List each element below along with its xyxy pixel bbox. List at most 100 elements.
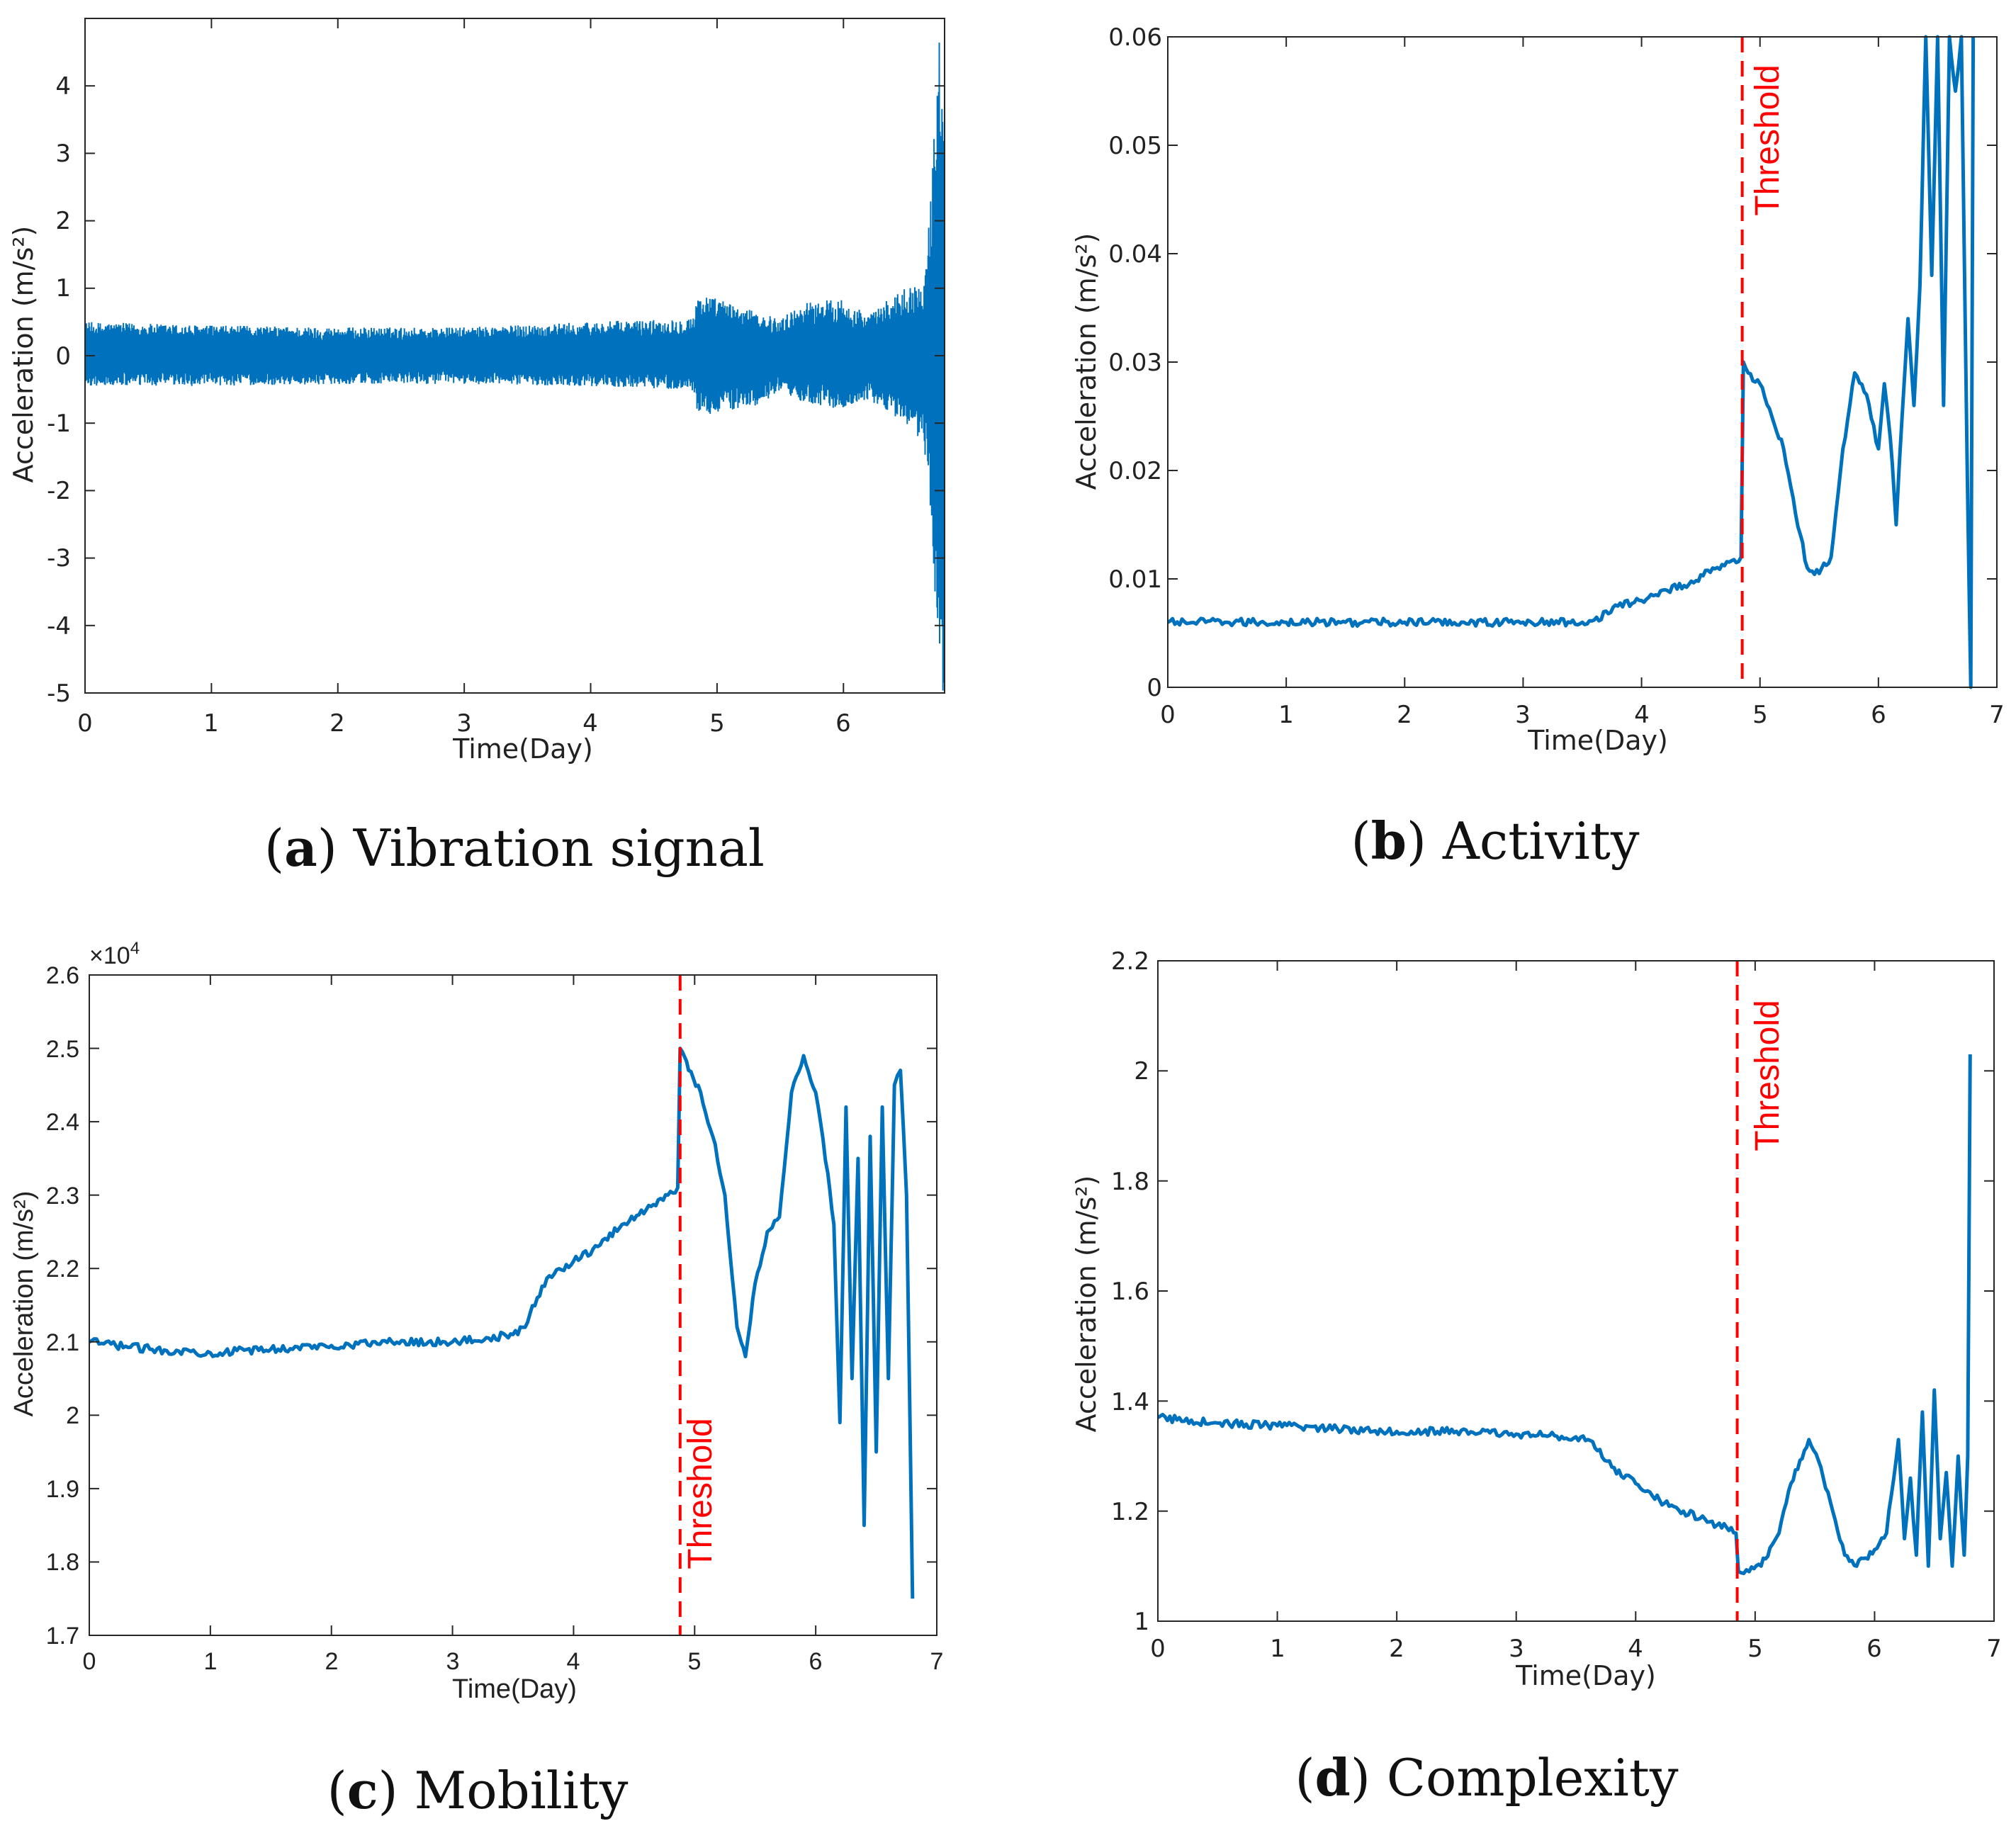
y-tick-label: 1.8 <box>46 1549 79 1576</box>
panel-complexity: Threshold 0 1 2 3 4 5 6 7 1 1.2 1.4 1.6 … <box>1071 947 2002 1808</box>
x-tick-label: 2 <box>330 709 345 738</box>
x-axis-label: Time(Day) <box>1527 725 1668 756</box>
x-tick-label: 6 <box>1866 1635 1882 1663</box>
y-tick-label: 1.9 <box>46 1476 79 1503</box>
plot-frame <box>89 974 937 1636</box>
y-axis-label: Acceleration (m/s²) <box>1071 233 1102 490</box>
panel-caption: (d) Complexity <box>1295 1747 1678 1808</box>
y-tick-label: 1.8 <box>1111 1168 1149 1196</box>
x-tick-labels: 0 1 2 3 4 5 6 7 <box>1150 1635 2002 1663</box>
x-tick-label: 6 <box>1871 701 1886 729</box>
x-tick-label: 1 <box>1278 701 1294 729</box>
mobility-line <box>88 1047 915 1599</box>
x-tick-label: 6 <box>835 709 851 738</box>
x-tick-label: 0 <box>83 1648 96 1675</box>
x-tick-label: 1 <box>203 709 219 738</box>
y-tick-label: 0.06 <box>1108 23 1162 52</box>
y-tick-label: 2 <box>55 207 71 235</box>
x-tick-label: 7 <box>1989 701 2005 729</box>
y-tick-labels: 0 0.01 0.02 0.03 0.04 0.05 0.06 <box>1108 23 1162 702</box>
x-tick-label: 0 <box>1160 701 1176 729</box>
y-axis-label: Acceleration (m/s²) <box>8 226 39 483</box>
plot-frame <box>1167 36 1998 688</box>
y-tick-label: -3 <box>47 544 71 573</box>
y-axis-label: Acceleration (m/s²) <box>1071 1175 1102 1433</box>
complexity-line <box>1156 1054 1972 1576</box>
x-tick-label: 1 <box>1270 1635 1285 1663</box>
y-tick-label: 1.2 <box>1111 1498 1149 1526</box>
y-tick-labels: 1.7 1.8 1.9 2 2.1 2.2 2.3 2.4 2.5 2.6 <box>46 962 79 1650</box>
y-tick-label: 0 <box>55 342 71 371</box>
mobility-series <box>88 1047 915 1599</box>
x-tick-label: 7 <box>930 1648 944 1675</box>
y-tick-label: -2 <box>47 477 71 505</box>
activity-series <box>1166 35 1976 689</box>
y-tick-label: 2.6 <box>46 962 79 989</box>
panel-activity: Threshold 0 1 2 3 4 5 6 7 0 0.01 0.02 0.… <box>1071 23 2005 871</box>
y-tick-label: 0.04 <box>1108 240 1162 269</box>
y-tick-label: 4 <box>55 72 71 101</box>
y-tick-labels: 1 1.2 1.4 1.6 1.8 2 2.2 <box>1111 947 1149 1636</box>
x-tick-label: 7 <box>1986 1635 2002 1663</box>
x-tick-label: 3 <box>1509 1635 1524 1663</box>
y-tick-label: 2.5 <box>46 1036 79 1063</box>
panel-vibration-signal: 0 1 2 3 4 5 6 -5 -4 -3 -2 -1 0 1 2 3 4 T… <box>8 18 945 878</box>
vibration-signal-line <box>84 43 945 691</box>
x-tick-label: 0 <box>1150 1635 1166 1663</box>
x-axis-label: Time(Day) <box>1515 1660 1656 1691</box>
tick-marks <box>1157 960 1995 1622</box>
threshold-label: Threshold <box>1749 1000 1786 1151</box>
y-tick-label: 2 <box>1134 1057 1149 1086</box>
y-tick-label: 2.1 <box>46 1329 79 1356</box>
x-tick-label: 5 <box>1747 1635 1763 1663</box>
activity-line <box>1166 35 1976 689</box>
y-tick-labels: -5 -4 -3 -2 -1 0 1 2 3 4 <box>47 72 71 708</box>
panel-caption: (a) Vibration signal <box>264 818 765 878</box>
plot-frame <box>1157 960 1995 1622</box>
y-tick-label: 2.3 <box>46 1183 79 1210</box>
tick-marks <box>1167 36 1998 688</box>
x-tick-label: 2 <box>325 1648 339 1675</box>
x-tick-label: 4 <box>1634 701 1650 729</box>
threshold-label: Threshold <box>682 1418 719 1569</box>
x-tick-label: 3 <box>446 1648 460 1675</box>
y-tick-label: 1.6 <box>1111 1278 1149 1306</box>
complexity-series <box>1156 1054 1972 1576</box>
x-tick-label: 2 <box>1389 1635 1404 1663</box>
y-tick-label: 2.4 <box>46 1109 79 1136</box>
y-axis-label: Acceleration (m/s²) <box>9 1191 39 1417</box>
y-tick-label: 1.4 <box>1111 1388 1149 1416</box>
y-tick-label: 1 <box>1134 1608 1149 1636</box>
x-tick-label: 4 <box>567 1648 580 1675</box>
tick-marks <box>89 974 937 1636</box>
x-tick-label: 0 <box>77 709 93 738</box>
x-tick-label: 3 <box>1515 701 1531 729</box>
panel-mobility: Threshold ×104 0 1 2 3 4 5 6 7 1.7 1.8 1… <box>9 939 943 1820</box>
y-tick-label: -1 <box>47 410 71 438</box>
x-tick-label: 5 <box>709 709 725 738</box>
panel-caption: (c) Mobility <box>327 1760 629 1820</box>
y-tick-label: 0.03 <box>1108 349 1162 377</box>
y-tick-label: 0.01 <box>1108 565 1162 594</box>
exponent-label: ×104 <box>89 939 140 969</box>
y-tick-label: 0.02 <box>1108 457 1162 485</box>
x-tick-label: 5 <box>688 1648 702 1675</box>
tick-marks <box>84 18 945 694</box>
panel-caption: (b) Activity <box>1351 811 1639 871</box>
x-tick-label: 1 <box>204 1648 218 1675</box>
x-tick-label: 6 <box>809 1648 823 1675</box>
x-tick-label: 5 <box>1752 701 1768 729</box>
y-tick-label: 1.7 <box>46 1623 79 1650</box>
x-axis-label: Time(Day) <box>452 733 593 765</box>
y-tick-label: 0 <box>1147 674 1162 702</box>
x-tick-labels: 0 1 2 3 4 5 6 7 <box>1160 701 2005 729</box>
y-tick-label: 0.05 <box>1108 132 1162 160</box>
x-tick-labels: 0 1 2 3 4 5 6 7 <box>83 1648 944 1675</box>
x-tick-labels: 0 1 2 3 4 5 6 <box>77 709 851 738</box>
y-tick-label: -5 <box>47 680 71 708</box>
y-tick-label: -4 <box>47 612 71 641</box>
threshold-label: Threshold <box>1749 64 1786 215</box>
vibration-signal-series <box>84 43 945 691</box>
y-tick-label: 2.2 <box>1111 947 1149 976</box>
